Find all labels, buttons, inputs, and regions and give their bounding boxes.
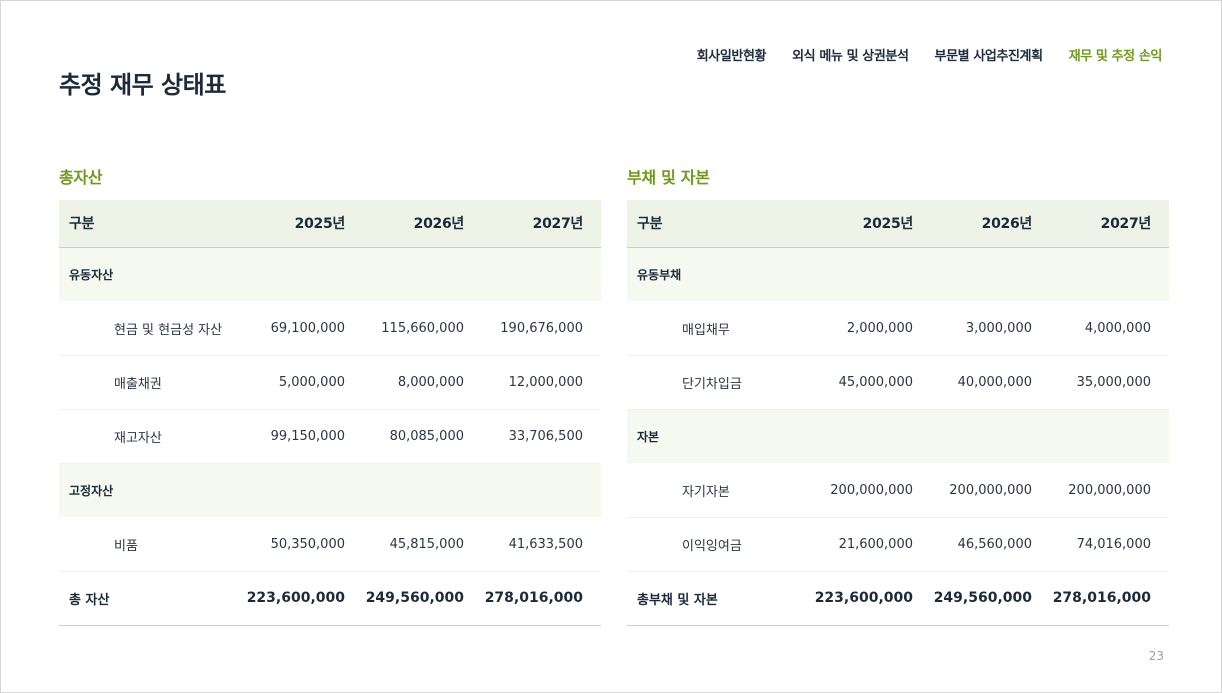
category-empty-cell — [244, 463, 363, 518]
nav-item-finance[interactable]: 재무 및 추정 손익 — [1068, 49, 1163, 64]
total-value: 278,016,000 — [482, 570, 601, 626]
assets-table: 구분 2025년 2026년 2027년 유동자산 현금 및 현금성 자산 69,1… — [59, 200, 601, 626]
table-row: 이익잉여금 21,600,000 46,560,000 74,016,000 — [627, 517, 1169, 572]
row-label: 매입채무 — [627, 301, 812, 356]
table-row: 자기자본 200,000,000 200,000,000 200,000,000 — [627, 463, 1169, 518]
row-value: 46,560,000 — [931, 517, 1050, 572]
row-value: 45,000,000 — [812, 355, 931, 410]
row-label: 이익잉여금 — [627, 517, 812, 572]
nav-item-menu-analysis[interactable]: 외식 메뉴 및 상권분석 — [792, 49, 909, 64]
row-label: 현금 및 현금성 자산 — [59, 301, 244, 356]
assets-section-title: 총자산 — [59, 168, 103, 187]
table-header-row: 구분 2025년 2026년 2027년 — [59, 200, 601, 248]
row-value: 200,000,000 — [1050, 463, 1169, 518]
row-value: 33,706,500 — [482, 409, 601, 464]
category-empty-cell — [482, 463, 601, 518]
category-empty-cell — [363, 463, 482, 518]
category-row: 고정자산 — [59, 463, 601, 518]
total-label: 총 자산 — [59, 570, 244, 626]
table-row: 매입채무 2,000,000 3,000,000 4,000,000 — [627, 301, 1169, 356]
category-empty-cell — [1050, 247, 1169, 302]
header-2025: 2025년 — [244, 200, 363, 248]
row-value: 190,676,000 — [482, 301, 601, 356]
liabilities-section-title: 부채 및 자본 — [627, 168, 710, 187]
top-nav: 회사일반현황 외식 메뉴 및 상권분석 부문별 사업추진계획 재무 및 추정 손… — [696, 45, 1163, 64]
row-value: 200,000,000 — [812, 463, 931, 518]
header-2027: 2027년 — [482, 200, 601, 248]
row-value: 99,150,000 — [244, 409, 363, 464]
row-value: 35,000,000 — [1050, 355, 1169, 410]
total-value: 278,016,000 — [1050, 570, 1169, 626]
row-label: 비품 — [59, 517, 244, 572]
category-label: 자본 — [627, 409, 812, 464]
category-empty-cell — [931, 247, 1050, 302]
row-value: 74,016,000 — [1050, 517, 1169, 572]
row-value: 2,000,000 — [812, 301, 931, 356]
header-2026: 2026년 — [363, 200, 482, 248]
header-2027: 2027년 — [1050, 200, 1169, 248]
row-value: 50,350,000 — [244, 517, 363, 572]
row-value: 3,000,000 — [931, 301, 1050, 356]
row-value: 5,000,000 — [244, 355, 363, 410]
row-value: 12,000,000 — [482, 355, 601, 410]
category-empty-cell — [244, 247, 363, 302]
page-title: 추정 재무 상태표 — [59, 71, 226, 99]
row-value: 115,660,000 — [363, 301, 482, 356]
row-label: 매출채권 — [59, 355, 244, 410]
row-label: 단기차입금 — [627, 355, 812, 410]
row-value: 69,100,000 — [244, 301, 363, 356]
row-value: 45,815,000 — [363, 517, 482, 572]
category-label: 유동자산 — [59, 247, 244, 302]
page-number: 23 — [1148, 649, 1164, 663]
category-row: 유동자산 — [59, 247, 601, 302]
category-empty-cell — [1050, 409, 1169, 464]
row-value: 200,000,000 — [931, 463, 1050, 518]
table-row: 매출채권 5,000,000 8,000,000 12,000,000 — [59, 355, 601, 410]
table-row: 현금 및 현금성 자산 69,100,000 115,660,000 190,676,… — [59, 301, 601, 356]
category-empty-cell — [812, 247, 931, 302]
header-2026: 2026년 — [931, 200, 1050, 248]
nav-item-business-plan[interactable]: 부문별 사업추진계획 — [934, 49, 1044, 64]
row-value: 40,000,000 — [931, 355, 1050, 410]
row-value: 21,600,000 — [812, 517, 931, 572]
table-header-row: 구분 2025년 2026년 2027년 — [627, 200, 1169, 248]
row-label: 자기자본 — [627, 463, 812, 518]
total-value: 223,600,000 — [812, 570, 931, 626]
row-value: 80,085,000 — [363, 409, 482, 464]
category-empty-cell — [363, 247, 482, 302]
total-row: 총 자산 223,600,000 249,560,000 278,016,000 — [59, 570, 601, 626]
category-row: 유동부채 — [627, 247, 1169, 302]
header-2025: 2025년 — [812, 200, 931, 248]
category-label: 고정자산 — [59, 463, 244, 518]
category-empty-cell — [482, 247, 601, 302]
header-category: 구분 — [627, 200, 812, 248]
category-row: 자본 — [627, 409, 1169, 464]
total-value: 249,560,000 — [363, 570, 482, 626]
table-row: 단기차입금 45,000,000 40,000,000 35,000,000 — [627, 355, 1169, 410]
header-category: 구분 — [59, 200, 244, 248]
total-label: 총부채 및 자본 — [627, 570, 812, 626]
table-row: 재고자산 99,150,000 80,085,000 33,706,500 — [59, 409, 601, 464]
category-label: 유동부채 — [627, 247, 812, 302]
nav-item-company[interactable]: 회사일반현황 — [696, 49, 767, 64]
total-value: 223,600,000 — [244, 570, 363, 626]
row-value: 41,633,500 — [482, 517, 601, 572]
liabilities-table: 구분 2025년 2026년 2027년 유동부채 매입채무 2,000,000 3,… — [627, 200, 1169, 626]
total-row: 총부채 및 자본 223,600,000 249,560,000 278,016,00… — [627, 570, 1169, 626]
table-row: 비품 50,350,000 45,815,000 41,633,500 — [59, 517, 601, 572]
category-empty-cell — [812, 409, 931, 464]
category-empty-cell — [931, 409, 1050, 464]
row-value: 8,000,000 — [363, 355, 482, 410]
total-value: 249,560,000 — [931, 570, 1050, 626]
row-value: 4,000,000 — [1050, 301, 1169, 356]
row-label: 재고자산 — [59, 409, 244, 464]
